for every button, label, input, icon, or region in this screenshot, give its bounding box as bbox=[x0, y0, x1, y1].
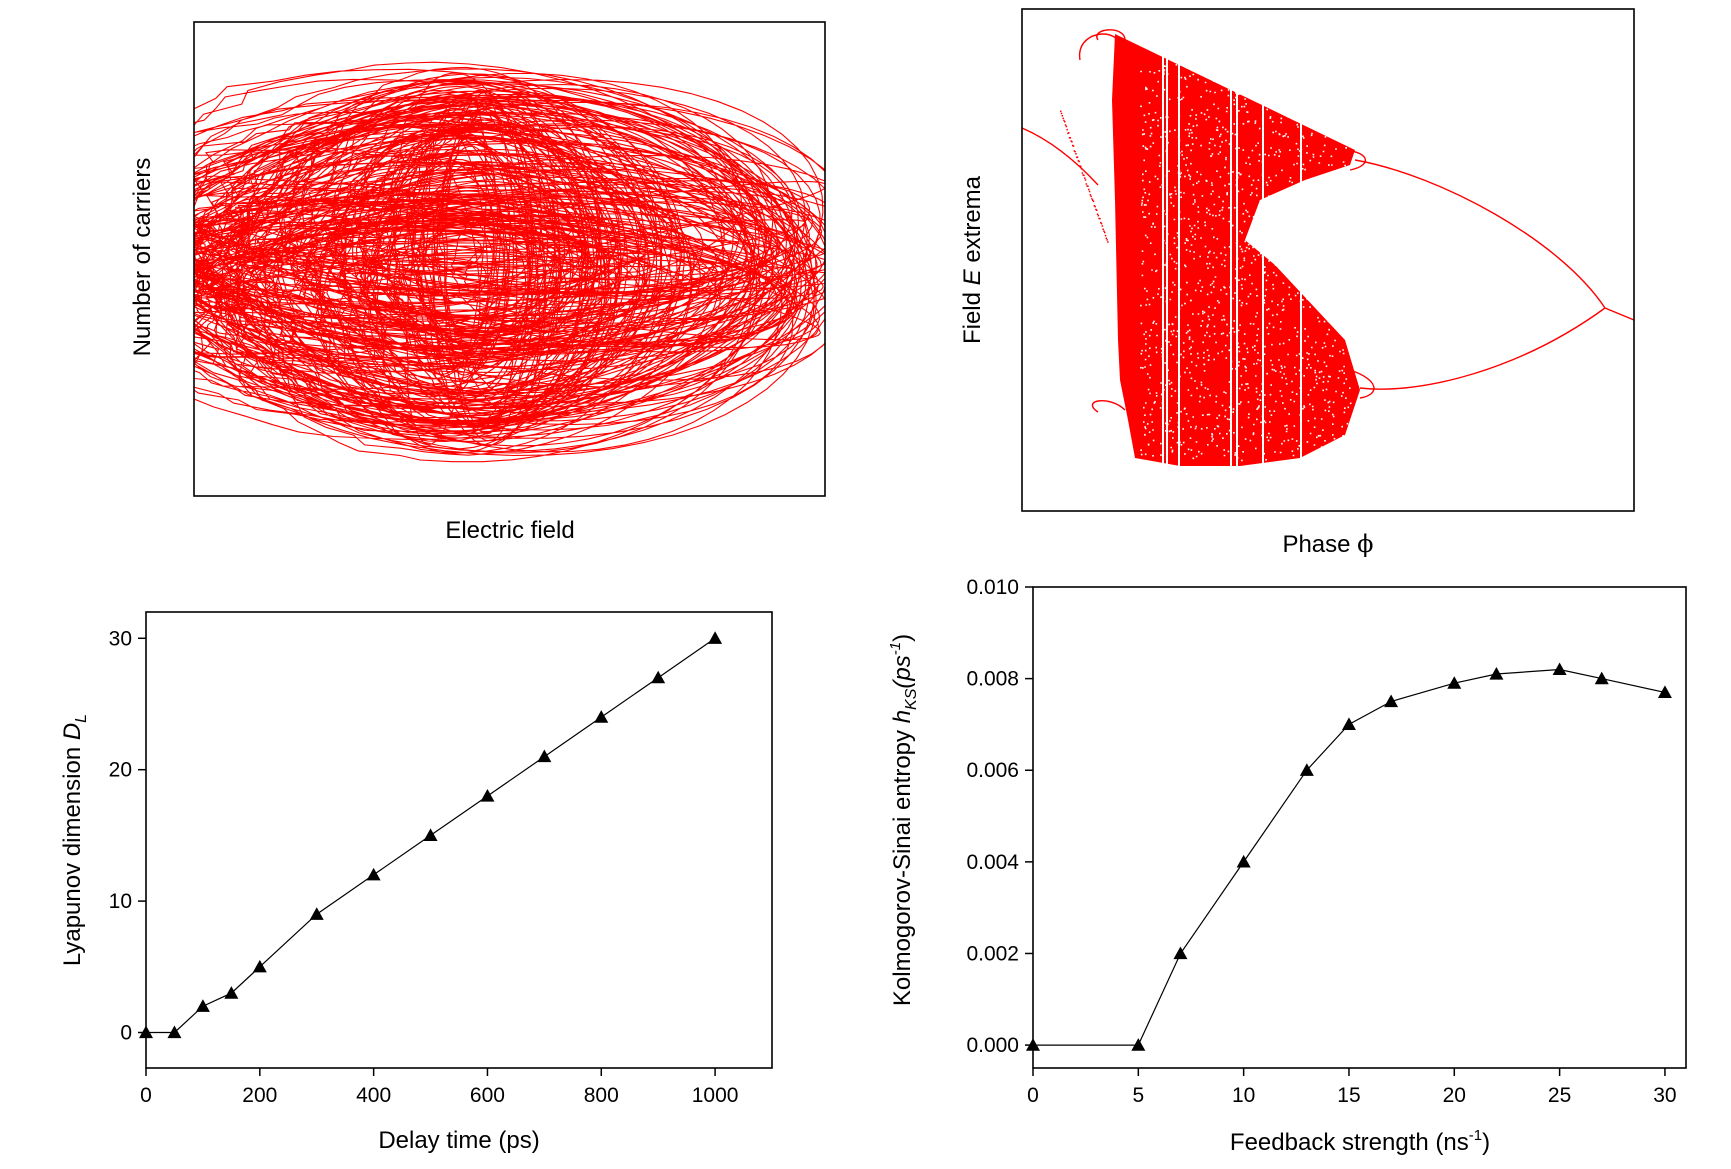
entropy-marker bbox=[1552, 662, 1567, 676]
entropy-x-tick-label: 25 bbox=[1548, 1084, 1571, 1107]
entropy-marker bbox=[1236, 854, 1251, 868]
periodic-window bbox=[1166, 30, 1168, 470]
entropy-markers bbox=[1026, 662, 1672, 1051]
lyapunov-y-tick-label: 0 bbox=[120, 1022, 132, 1045]
bifurcation-y-label: Field E extrema bbox=[959, 175, 986, 344]
bifurcation-branch bbox=[1022, 127, 1099, 186]
entropy-y-tick-label: 0.010 bbox=[966, 576, 1019, 599]
lyapunov-marker bbox=[309, 907, 324, 920]
entropy-x-label: Feedback strength (ns-1) bbox=[1230, 1127, 1490, 1156]
lyapunov-marker bbox=[195, 999, 210, 1012]
bifurcation-branch bbox=[1079, 33, 1121, 61]
entropy-frame bbox=[1032, 586, 1687, 1069]
bifurcation-branch bbox=[1349, 369, 1375, 399]
scattered-orbit bbox=[1060, 110, 1109, 243]
entropy-marker bbox=[1657, 685, 1672, 698]
attractor-trajectory bbox=[194, 61, 825, 463]
lyapunov-marker bbox=[423, 828, 438, 842]
bifurcation-panel: Phase ϕ Field E extrema bbox=[959, 8, 1635, 558]
entropy-x-tick-label: 15 bbox=[1337, 1084, 1360, 1107]
entropy-y-tick-label: 0.000 bbox=[966, 1034, 1019, 1057]
entropy-marker bbox=[1299, 763, 1314, 776]
bifurcation-branch bbox=[1091, 400, 1126, 413]
entropy-marker bbox=[1341, 717, 1356, 731]
lyapunov-y-label: Lyapunov dimension DL bbox=[59, 714, 90, 966]
bifurcation-branch bbox=[1354, 159, 1606, 309]
entropy-x-tick-label: 30 bbox=[1653, 1084, 1676, 1107]
lyapunov-x-tick-label: 1000 bbox=[692, 1084, 739, 1107]
entropy-marker bbox=[1447, 676, 1462, 689]
lyapunov-frame bbox=[145, 611, 773, 1069]
entropy-marker bbox=[1489, 667, 1504, 680]
lyapunov-marker bbox=[537, 749, 552, 763]
entropy-marker bbox=[1131, 1038, 1146, 1051]
lyapunov-x-tick-label: 200 bbox=[242, 1084, 277, 1107]
bifurcation-branch bbox=[1359, 307, 1606, 390]
lyapunov-x-tick-label: 0 bbox=[140, 1084, 152, 1107]
lyapunov-marker bbox=[224, 986, 239, 999]
periodic-window bbox=[1162, 30, 1164, 470]
entropy-x-tick-label: 20 bbox=[1443, 1084, 1466, 1107]
lyapunov-marker bbox=[651, 670, 666, 684]
bifurcation-branch bbox=[1604, 307, 1634, 321]
lyapunov-marker bbox=[594, 710, 609, 723]
lyapunov-marker bbox=[139, 1025, 153, 1039]
bifurcation-x-label: Phase ϕ bbox=[1282, 530, 1373, 558]
periodic-window bbox=[1178, 30, 1180, 470]
entropy-y-tick-label: 0.008 bbox=[966, 668, 1019, 691]
lyapunov-y-tick-label: 10 bbox=[109, 890, 132, 913]
entropy-y-tick-label: 0.002 bbox=[966, 942, 1019, 965]
entropy-marker bbox=[1026, 1038, 1040, 1051]
lyapunov-axes: 0 200 400 600 800 1000 0 10 20 30 bbox=[109, 627, 739, 1107]
entropy-axes: 0 5 10 15 20 25 30 0.000 0.002 0.004 0.006 0.008 0.0… bbox=[966, 576, 1676, 1107]
entropy-x-tick-label: 5 bbox=[1132, 1084, 1144, 1107]
attractor-y-label: Number of carriers bbox=[129, 158, 156, 357]
entropy-x-tick-label: 10 bbox=[1232, 1084, 1255, 1107]
lyapunov-marker bbox=[366, 867, 381, 881]
attractor-panel: Electric field Number of carriers bbox=[129, 21, 826, 544]
attractor-frame bbox=[193, 21, 826, 497]
lyapunov-y-tick-label: 30 bbox=[109, 627, 132, 650]
lyapunov-y-tick-label: 20 bbox=[109, 759, 132, 782]
entropy-marker bbox=[1173, 946, 1188, 960]
periodic-window bbox=[1236, 30, 1238, 470]
entropy-marker bbox=[1594, 671, 1609, 685]
lyapunov-panel: 0 200 400 600 800 1000 0 10 20 30 Delay time (ps)… bbox=[59, 611, 773, 1154]
bifurcation-branch bbox=[1096, 29, 1126, 41]
lyapunov-marker bbox=[252, 959, 267, 973]
attractor-loops bbox=[194, 61, 825, 463]
entropy-x-tick-label: 0 bbox=[1027, 1084, 1039, 1107]
entropy-y-tick-label: 0.004 bbox=[966, 851, 1019, 874]
periodic-window bbox=[1230, 30, 1232, 470]
lyapunov-x-tick-label: 800 bbox=[584, 1084, 619, 1107]
lyapunov-markers bbox=[139, 631, 723, 1039]
lyapunov-marker bbox=[167, 1025, 182, 1039]
periodic-window bbox=[1262, 30, 1264, 470]
bifurcation-frame bbox=[1021, 8, 1635, 512]
entropy-marker bbox=[1384, 694, 1399, 708]
lyapunov-x-tick-label: 600 bbox=[470, 1084, 505, 1107]
bifurcation-branch bbox=[1339, 149, 1367, 171]
attractor-x-label: Electric field bbox=[445, 517, 574, 544]
periodic-window bbox=[1300, 30, 1302, 470]
lyapunov-x-label: Delay time (ps) bbox=[378, 1127, 539, 1154]
lyapunov-marker bbox=[480, 788, 495, 802]
entropy-series-line bbox=[1033, 668, 1666, 1046]
lyapunov-x-tick-label: 400 bbox=[356, 1084, 391, 1107]
bifurcation-diagram bbox=[1022, 29, 1634, 470]
entropy-y-label: Kolmogorov-Sinai entropy hKS(ps-1) bbox=[887, 634, 920, 1006]
entropy-panel: 0 5 10 15 20 25 30 0.000 0.002 0.004 0.006 0.008 0.0… bbox=[887, 576, 1687, 1156]
entropy-y-tick-label: 0.006 bbox=[966, 759, 1019, 782]
lyapunov-marker bbox=[708, 631, 723, 644]
